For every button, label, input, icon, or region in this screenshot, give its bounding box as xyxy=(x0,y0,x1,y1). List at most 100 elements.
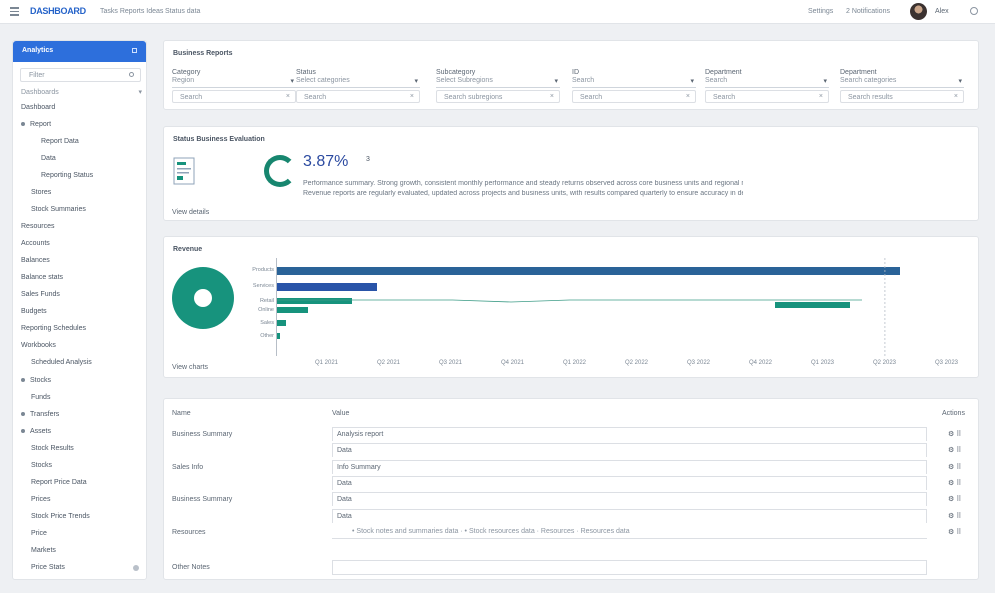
sidebar-item[interactable]: Accounts xyxy=(13,240,146,252)
kpi-sup: 3 xyxy=(366,156,370,163)
clear-icon[interactable]: × xyxy=(685,93,690,100)
sidebar-item-label: Budgets xyxy=(21,308,47,315)
sidebar-item-label: Markets xyxy=(31,547,56,554)
table-row[interactable]: Data xyxy=(332,509,927,523)
sidebar-item[interactable]: Balance stats xyxy=(13,274,146,286)
chevron-down-icon: ▾ xyxy=(690,78,694,85)
filter-select[interactable]: Search ▾ xyxy=(572,76,696,88)
avatar[interactable] xyxy=(910,3,927,20)
chevron-down-icon: ▾ xyxy=(554,78,558,85)
sidebar-item[interactable]: Dashboard xyxy=(13,104,146,116)
app-logo[interactable]: DASHBOARD xyxy=(30,6,86,16)
highlight-bar[interactable] xyxy=(775,302,850,308)
table-row[interactable]: Data xyxy=(332,443,927,457)
sidebar-item[interactable]: Stocks xyxy=(13,462,146,474)
row-action-icons[interactable]: ⚙ ⠿ xyxy=(948,431,962,438)
table-row[interactable]: Data xyxy=(332,492,927,506)
sidebar-item[interactable]: Report Data xyxy=(13,138,146,150)
gear-icon[interactable] xyxy=(133,565,139,571)
summary-card: Status Business Evaluation xyxy=(163,126,979,221)
menu-icon[interactable] xyxy=(10,7,19,16)
sidebar-item-label: Dashboard xyxy=(21,104,56,111)
filter-label: Department xyxy=(840,69,877,76)
top-nav-link[interactable]: Status data xyxy=(165,8,201,15)
table-row[interactable]: Analysis report xyxy=(332,427,927,441)
y-tick-label: Other xyxy=(260,333,274,339)
notes-input[interactable] xyxy=(332,560,927,575)
bar[interactable] xyxy=(277,267,900,275)
sidebar-item[interactable]: Resources xyxy=(13,223,146,235)
settings-icon[interactable] xyxy=(970,7,978,15)
sidebar-item[interactable]: Sales Funds xyxy=(13,291,146,303)
bar[interactable] xyxy=(277,333,281,339)
bar[interactable] xyxy=(277,298,352,304)
row-action-icons[interactable]: ⚙ ⠿ xyxy=(948,447,962,454)
view-details-link[interactable]: View details xyxy=(172,209,210,216)
sidebar-item[interactable]: Assets xyxy=(13,428,146,440)
sidebar-item[interactable]: Scheduled Analysis xyxy=(13,359,146,371)
sidebar-search-input[interactable]: Filter xyxy=(20,68,141,82)
sidebar-item[interactable]: Stock Summaries xyxy=(13,206,146,218)
sidebar-item[interactable]: Reporting Status xyxy=(13,172,146,184)
clear-icon[interactable]: × xyxy=(285,93,290,100)
sidebar-header[interactable]: Analytics xyxy=(13,41,146,62)
top-nav-link[interactable]: Tasks Reports Ideas xyxy=(100,8,164,15)
filter-select[interactable]: Region ▾ xyxy=(172,76,296,88)
clear-icon[interactable]: × xyxy=(818,93,823,100)
clear-icon[interactable]: × xyxy=(549,93,554,100)
y-tick-label: Retail xyxy=(259,298,274,304)
sidebar-item[interactable]: Workbooks xyxy=(13,342,146,354)
sidebar-item[interactable]: Funds xyxy=(13,394,146,406)
notifications-link[interactable]: 2 Notifications xyxy=(846,8,890,15)
table-row-label: Business Summary xyxy=(172,431,233,438)
filter-label: Subcategory xyxy=(436,69,476,76)
expand-icon[interactable] xyxy=(132,48,137,53)
filter-input[interactable]: Search × xyxy=(172,90,296,103)
sidebar-item-label: Balance stats xyxy=(21,274,64,281)
sidebar-item[interactable]: Prices xyxy=(13,496,146,508)
bar[interactable] xyxy=(277,307,309,313)
bar[interactable] xyxy=(277,320,287,326)
filter-input[interactable]: Search subregions × xyxy=(436,90,560,103)
sidebar-item-label: Price xyxy=(31,530,47,537)
sidebar-item[interactable]: Markets xyxy=(13,547,146,559)
sidebar-item[interactable]: Stocks xyxy=(13,377,146,389)
row-action-icons[interactable]: ⚙ ⠿ xyxy=(948,513,962,520)
sidebar-item[interactable]: Balances xyxy=(13,257,146,269)
settings-link[interactable]: Settings xyxy=(808,8,834,15)
sidebar-item[interactable]: Data xyxy=(13,155,146,167)
bar[interactable] xyxy=(277,283,377,291)
clear-icon[interactable]: × xyxy=(953,93,958,100)
user-name[interactable]: Alex xyxy=(935,8,949,15)
table-row[interactable]: Data xyxy=(332,476,927,490)
row-action-icons[interactable]: ⚙ ⠿ xyxy=(948,496,962,503)
sidebar-section[interactable]: Dashboards ▾ xyxy=(21,89,142,96)
filter-input[interactable]: Search results × xyxy=(840,90,964,103)
row-action-icons[interactable]: ⚙ ⠿ xyxy=(948,529,962,536)
table-row[interactable]: Info Summary xyxy=(332,460,927,474)
sidebar-item[interactable]: Reporting Schedules xyxy=(13,325,146,337)
view-charts-link[interactable]: View charts xyxy=(172,364,209,371)
sidebar-item[interactable]: Report xyxy=(13,121,146,133)
sidebar-item[interactable]: Price Stats xyxy=(13,564,146,576)
summary-description: Performance summary. Strong growth, cons… xyxy=(303,180,743,187)
filter-select[interactable]: Select Subregions ▾ xyxy=(436,76,560,88)
filter-input[interactable]: Search × xyxy=(296,90,420,103)
table-row[interactable]: • Stock notes and summaries data · • Sto… xyxy=(332,525,927,539)
sidebar-item[interactable]: Transfers xyxy=(13,411,146,423)
filter-input[interactable]: Search × xyxy=(572,90,696,103)
sidebar-item[interactable]: Budgets xyxy=(13,308,146,320)
sidebar-item[interactable]: Stock Results xyxy=(13,445,146,457)
sidebar-item[interactable]: Report Price Data xyxy=(13,479,146,491)
sidebar-item[interactable]: Stores xyxy=(13,189,146,201)
sidebar-item[interactable]: Stock Price Trends xyxy=(13,513,146,525)
row-action-icons[interactable]: ⚙ ⠿ xyxy=(948,480,962,487)
sidebar-item[interactable]: Price xyxy=(13,530,146,542)
row-action-icons[interactable]: ⚙ ⠿ xyxy=(948,464,962,471)
clear-icon[interactable]: × xyxy=(409,93,414,100)
filter-input[interactable]: Search × xyxy=(705,90,829,103)
filter-select[interactable]: Select categories ▾ xyxy=(296,76,420,88)
filter-select[interactable]: Search categories ▾ xyxy=(840,76,964,88)
sidebar-item-label: Balances xyxy=(21,257,50,264)
filter-select[interactable]: Search ▾ xyxy=(705,76,829,88)
